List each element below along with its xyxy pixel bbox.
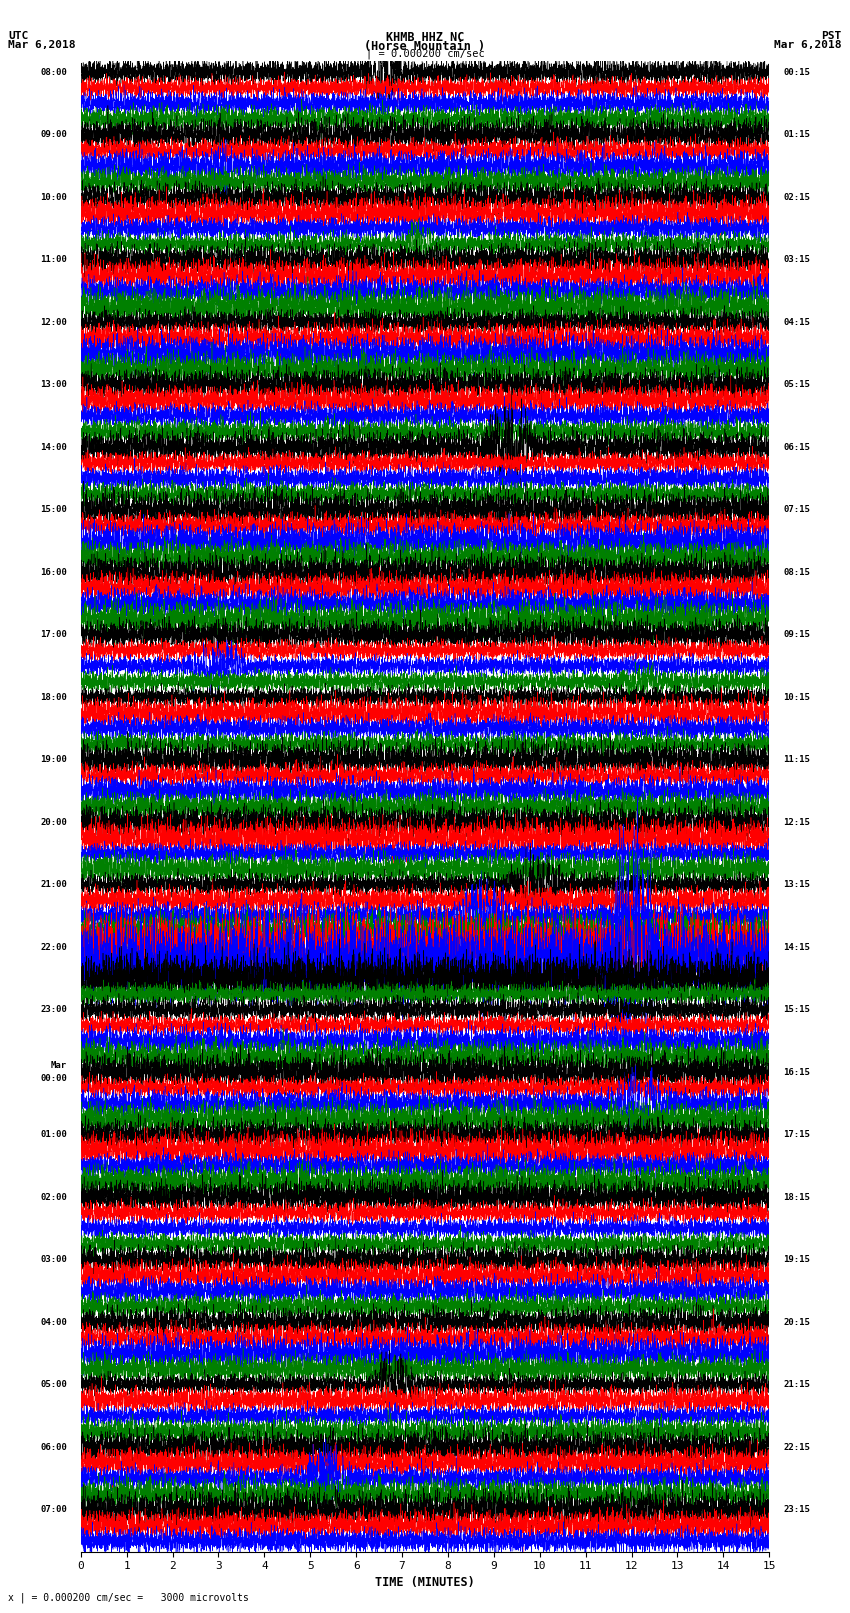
- Text: UTC: UTC: [8, 31, 29, 40]
- Text: 03:15: 03:15: [783, 255, 810, 265]
- Text: 03:00: 03:00: [40, 1255, 67, 1265]
- Text: 13:15: 13:15: [783, 881, 810, 889]
- Text: 21:00: 21:00: [40, 881, 67, 889]
- Text: 08:00: 08:00: [40, 68, 67, 77]
- Text: 02:00: 02:00: [40, 1192, 67, 1202]
- Text: 21:15: 21:15: [783, 1381, 810, 1389]
- Text: 12:15: 12:15: [783, 818, 810, 826]
- Text: 18:15: 18:15: [783, 1192, 810, 1202]
- Text: 05:00: 05:00: [40, 1381, 67, 1389]
- Text: 22:00: 22:00: [40, 942, 67, 952]
- Text: | = 0.000200 cm/sec: | = 0.000200 cm/sec: [366, 48, 484, 60]
- Text: Mar: Mar: [51, 1061, 67, 1069]
- Text: 17:15: 17:15: [783, 1131, 810, 1139]
- Text: 08:15: 08:15: [783, 568, 810, 577]
- Text: 11:15: 11:15: [783, 755, 810, 765]
- X-axis label: TIME (MINUTES): TIME (MINUTES): [375, 1576, 475, 1589]
- Text: 14:15: 14:15: [783, 942, 810, 952]
- Text: 20:15: 20:15: [783, 1318, 810, 1326]
- Text: 18:00: 18:00: [40, 692, 67, 702]
- Text: 00:00: 00:00: [40, 1074, 67, 1084]
- Text: x | = 0.000200 cm/sec =   3000 microvolts: x | = 0.000200 cm/sec = 3000 microvolts: [8, 1592, 249, 1603]
- Text: 19:15: 19:15: [783, 1255, 810, 1265]
- Text: 17:00: 17:00: [40, 631, 67, 639]
- Text: 13:00: 13:00: [40, 381, 67, 389]
- Text: 19:00: 19:00: [40, 755, 67, 765]
- Text: 14:00: 14:00: [40, 442, 67, 452]
- Text: 09:00: 09:00: [40, 131, 67, 139]
- Text: 06:00: 06:00: [40, 1442, 67, 1452]
- Text: PST: PST: [821, 31, 842, 40]
- Text: 04:15: 04:15: [783, 318, 810, 327]
- Text: 06:15: 06:15: [783, 442, 810, 452]
- Text: 20:00: 20:00: [40, 818, 67, 826]
- Text: 15:00: 15:00: [40, 505, 67, 515]
- Text: 12:00: 12:00: [40, 318, 67, 327]
- Text: 16:00: 16:00: [40, 568, 67, 577]
- Text: 16:15: 16:15: [783, 1068, 810, 1076]
- Text: 07:15: 07:15: [783, 505, 810, 515]
- Text: KHMB HHZ NC: KHMB HHZ NC: [386, 31, 464, 44]
- Text: 04:00: 04:00: [40, 1318, 67, 1326]
- Text: 05:15: 05:15: [783, 381, 810, 389]
- Text: 23:00: 23:00: [40, 1005, 67, 1015]
- Text: Mar 6,2018: Mar 6,2018: [8, 40, 76, 50]
- Text: 01:00: 01:00: [40, 1131, 67, 1139]
- Text: 02:15: 02:15: [783, 192, 810, 202]
- Text: 10:15: 10:15: [783, 692, 810, 702]
- Text: 00:15: 00:15: [783, 68, 810, 77]
- Text: 09:15: 09:15: [783, 631, 810, 639]
- Text: 07:00: 07:00: [40, 1505, 67, 1515]
- Text: 22:15: 22:15: [783, 1442, 810, 1452]
- Text: 11:00: 11:00: [40, 255, 67, 265]
- Text: 15:15: 15:15: [783, 1005, 810, 1015]
- Text: Mar 6,2018: Mar 6,2018: [774, 40, 842, 50]
- Text: 23:15: 23:15: [783, 1505, 810, 1515]
- Text: (Horse Mountain ): (Horse Mountain ): [365, 39, 485, 53]
- Text: 10:00: 10:00: [40, 192, 67, 202]
- Text: 01:15: 01:15: [783, 131, 810, 139]
